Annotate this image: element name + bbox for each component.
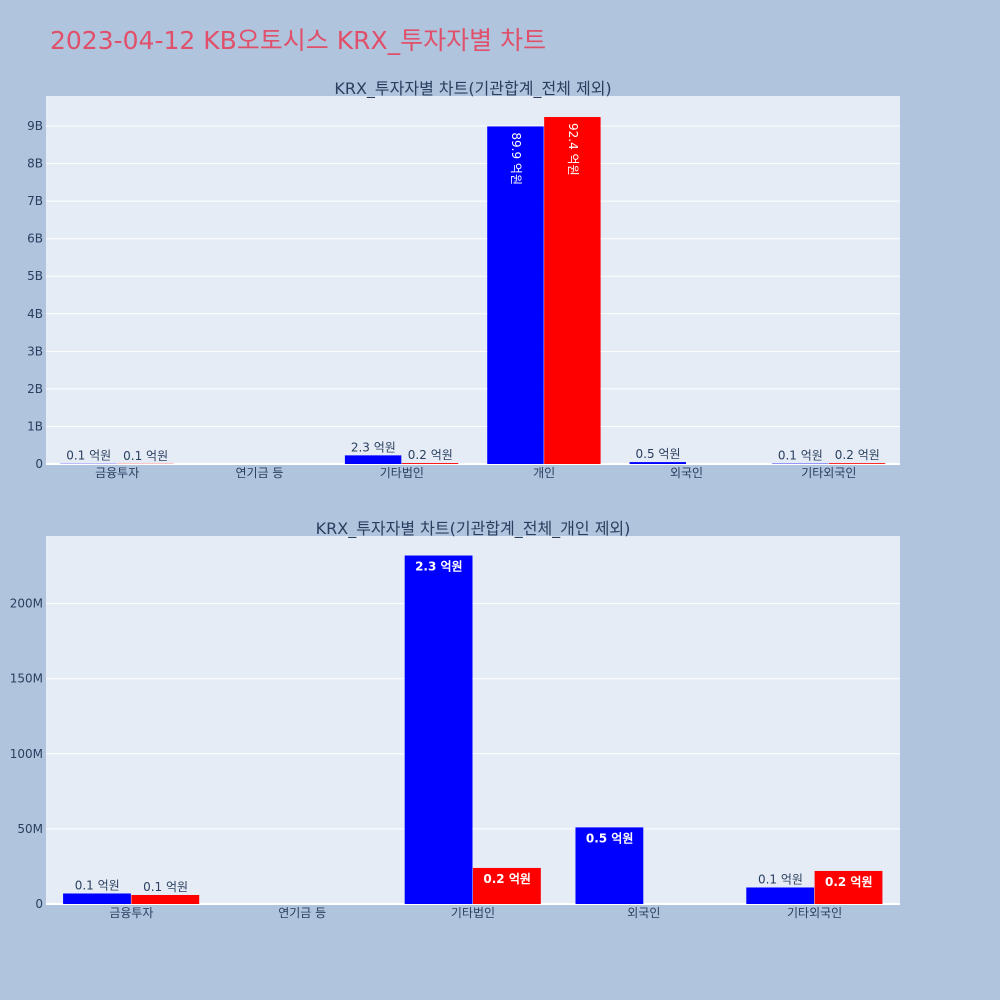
bar-label: 89.9 억원: [509, 132, 523, 185]
bar-label: 0.1 억원: [123, 449, 168, 463]
y-tick-label: 3B: [27, 344, 43, 358]
chart-top: 0 1B 2B 3B 4B 5B 6B 7B 8B 9B KRX_투자자별 차트(기관합계_전체 제…: [27, 79, 900, 480]
x-tick-label: 외국인: [670, 466, 703, 480]
x-tick-label: 연기금 등: [236, 466, 284, 480]
bar-label: 0.1 억원: [143, 880, 188, 894]
bar: [404, 555, 473, 904]
bar: [629, 462, 686, 464]
bar-label: 0.1 억원: [778, 449, 823, 463]
chart-title: KRX_투자자별 차트(기관합계_전체_개인 제외): [316, 519, 631, 539]
y-tick-label: 150M: [10, 672, 43, 686]
bar: [828, 463, 886, 464]
y-tick-label: 2B: [27, 382, 43, 396]
bar-label: 2.3 억원: [415, 560, 463, 574]
chart-title: KRX_투자자별 차트(기관합계_전체 제외): [334, 79, 611, 99]
y-tick-label: 4B: [27, 307, 43, 321]
x-tick-label: 개인: [533, 466, 555, 480]
y-tick-label: 0: [35, 457, 43, 471]
x-tick-label: 기타법인: [451, 906, 495, 920]
bar-label: 0.5 억원: [636, 447, 681, 461]
bar: [814, 870, 883, 904]
bar: [487, 126, 544, 465]
y-tick-label: 0: [35, 897, 43, 911]
bar: [575, 827, 644, 904]
bar-label: 0.1 억원: [75, 878, 120, 892]
bar-label: 0.1 억원: [66, 449, 111, 463]
bar-label: 0.1 억원: [758, 872, 803, 886]
bar-label: 92.4 억원: [566, 123, 580, 176]
bar-label: 0.2 억원: [825, 875, 873, 889]
x-tick-label: 기타외국인: [787, 906, 842, 920]
page-title: 2023-04-12 KB오토시스 KRX_투자자별 차트: [50, 26, 546, 55]
bar: [63, 893, 131, 904]
bar: [344, 455, 402, 464]
y-tick-label: 1B: [27, 419, 43, 433]
x-tick-label: 기타외국인: [801, 466, 856, 480]
x-tick-label: 외국인: [627, 906, 660, 920]
chart-bottom: 0 50M 100M 150M 200M KRX_투자자별 차트(기관합계_전체_개인 제…: [10, 519, 900, 920]
bar-label: 2.3 억원: [351, 440, 396, 454]
bar: [131, 894, 200, 904]
bar-label: 0.2 억원: [835, 448, 880, 462]
bar: [544, 117, 601, 465]
x-tick-label: 금융투자: [95, 466, 139, 480]
y-tick-label: 6B: [27, 232, 43, 246]
y-tick-label: 200M: [10, 597, 43, 611]
y-tick-label: 5B: [27, 269, 43, 283]
y-tick-label: 100M: [10, 747, 43, 761]
bar-label: 0.2 억원: [483, 872, 531, 886]
plot-area: [46, 96, 900, 464]
y-tick-label: 7B: [27, 194, 43, 208]
x-tick-label: 연기금 등: [278, 906, 326, 920]
y-tick-label: 8B: [27, 157, 43, 171]
bar-label: 0.5 억원: [586, 831, 634, 845]
y-tick-label: 50M: [17, 822, 43, 836]
bar: [401, 463, 459, 464]
plot-area: [46, 536, 900, 904]
x-tick-label: 금융투자: [109, 906, 153, 920]
y-tick-label: 9B: [27, 119, 43, 133]
x-tick-label: 기타법인: [380, 466, 424, 480]
bar: [746, 887, 815, 904]
bar: [473, 867, 541, 904]
bar-label: 0.2 억원: [408, 448, 453, 462]
